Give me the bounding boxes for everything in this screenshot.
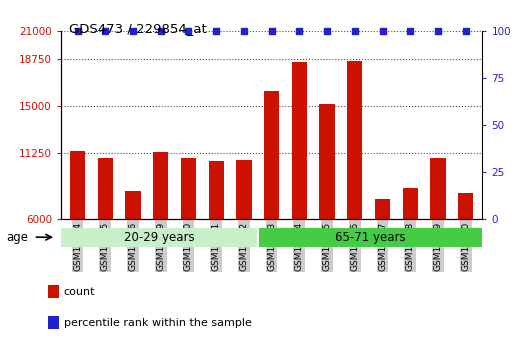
Point [323,28,331,34]
Bar [181,158,196,219]
Bar [375,199,390,219]
Text: count: count [64,287,95,296]
Bar [236,160,252,219]
Bar [264,91,279,219]
Point [212,28,220,34]
Bar [292,62,307,219]
Text: 65-71 years: 65-71 years [335,231,405,244]
Point [434,28,442,34]
Point [462,28,470,34]
Point [295,28,304,34]
Bar [458,193,473,219]
Bar [320,104,334,219]
Point [406,28,414,34]
Bar [70,151,85,219]
Point [267,28,276,34]
Point [184,28,193,34]
Bar [258,228,482,247]
Bar [430,158,446,219]
Bar [209,161,224,219]
Point [73,28,82,34]
Point [101,28,110,34]
Point [156,28,165,34]
Text: age: age [6,231,29,244]
Point [240,28,248,34]
Bar [403,188,418,219]
Text: 20-29 years: 20-29 years [124,231,195,244]
Bar [126,191,140,219]
Point [350,28,359,34]
Text: GDS473 / 229854_at: GDS473 / 229854_at [69,22,207,36]
Bar [347,61,363,219]
Bar [61,228,258,247]
Bar [153,152,169,219]
Point [378,28,387,34]
Text: percentile rank within the sample: percentile rank within the sample [64,318,251,327]
Bar [98,158,113,219]
Point [129,28,137,34]
